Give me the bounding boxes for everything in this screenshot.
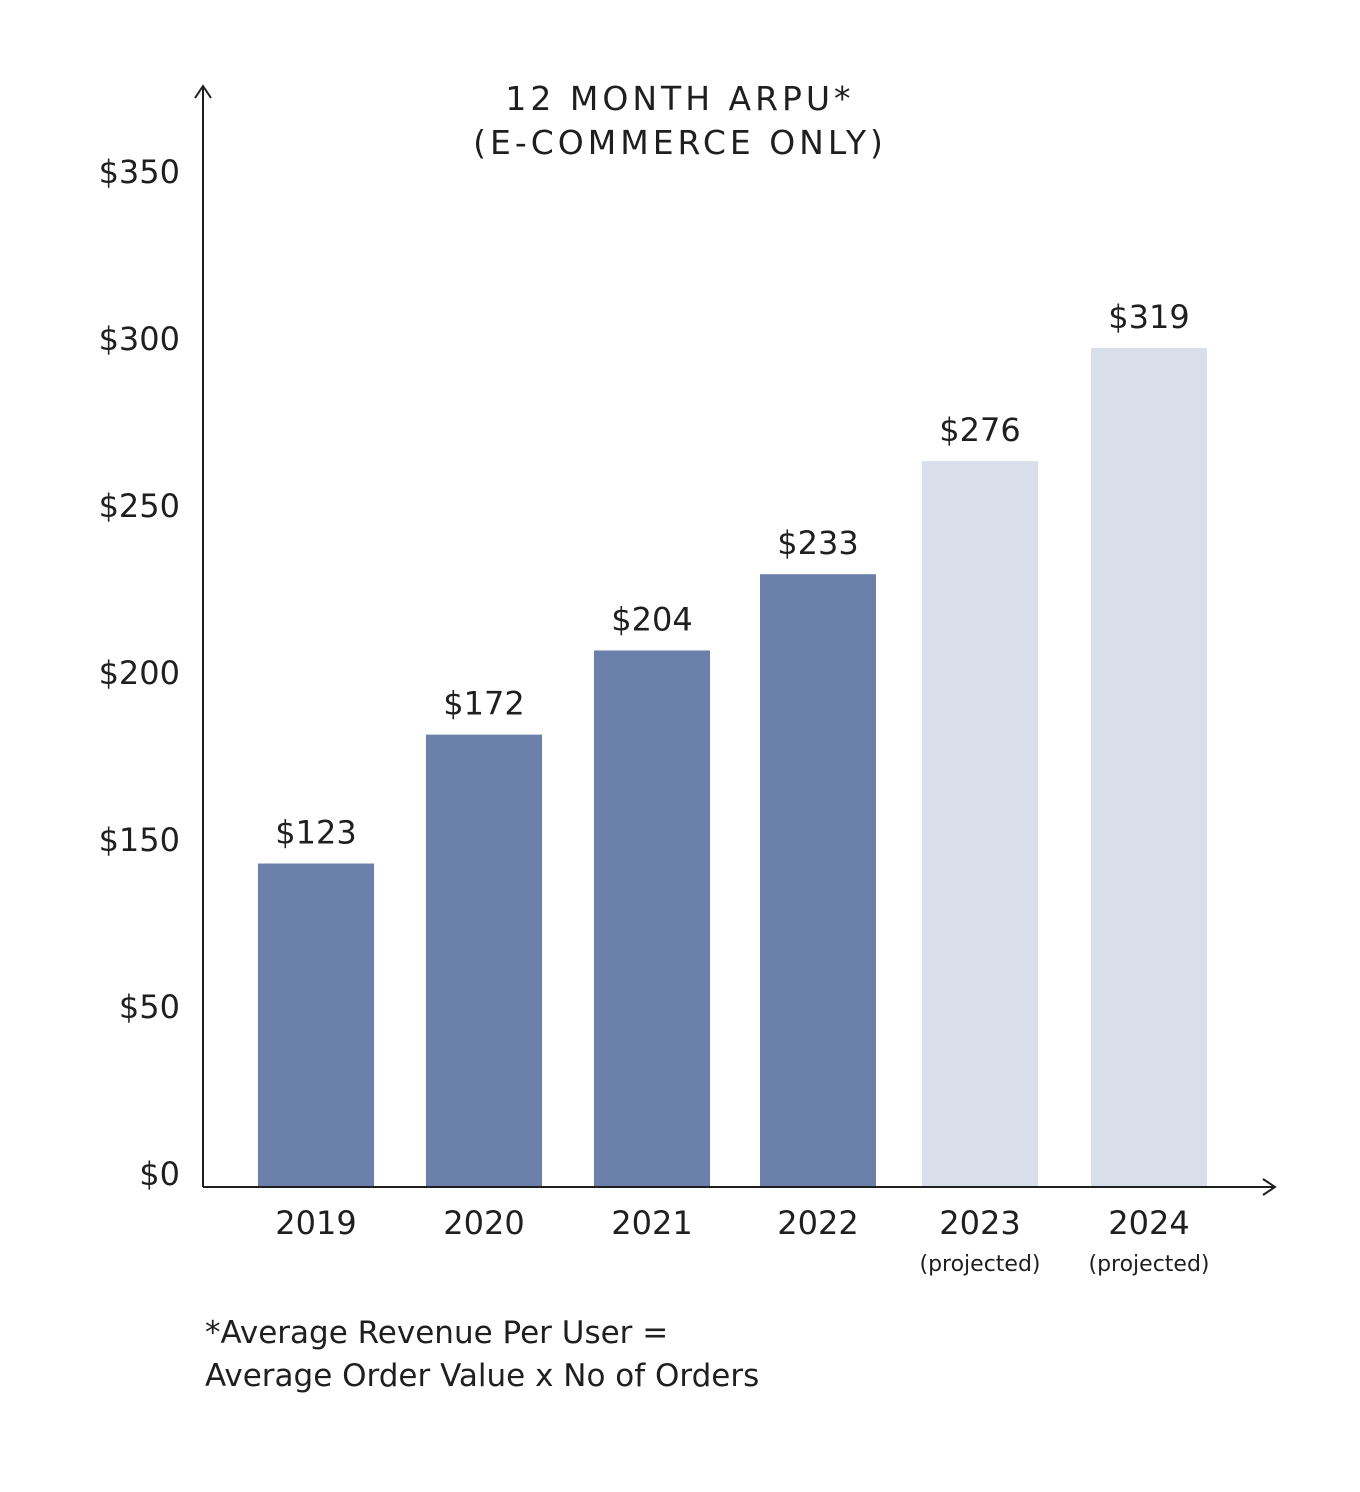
y-tick-label: $350: [99, 153, 180, 191]
y-axis-arrow: [194, 84, 212, 99]
arpu-bar-chart: 12 MONTH ARPU* (E-COMMERCE ONLY) $0 $50 $1…: [99, 79, 1277, 1277]
data-label-2019: $123: [275, 814, 356, 852]
bar-2024: [1091, 348, 1207, 1187]
chart-title-line-2: (E-COMMERCE ONLY): [473, 123, 887, 162]
x-tick-label-2023: 2023: [939, 1204, 1020, 1242]
axes: [194, 84, 1277, 1196]
y-axis-tick-labels: $0 $50 $150 $200 $250 $300 $350: [99, 153, 180, 1193]
bar-2023: [922, 461, 1038, 1187]
chart-title: 12 MONTH ARPU* (E-COMMERCE ONLY): [473, 79, 887, 162]
data-label-2023: $276: [939, 411, 1020, 449]
y-tick-label: $50: [119, 988, 180, 1026]
x-tick-label-2024: 2024: [1108, 1204, 1189, 1242]
data-label-2021: $204: [611, 600, 692, 638]
data-label-2022: $233: [777, 524, 858, 562]
bar-value-labels: $123 $172 $204 $233 $276 $319: [275, 298, 1189, 851]
chart-title-line-1: 12 MONTH ARPU*: [505, 79, 854, 118]
x-tick-label-2020: 2020: [443, 1204, 524, 1242]
bar-2020: [426, 734, 542, 1187]
bars: [258, 348, 1207, 1187]
footnote-line-1: *Average Revenue Per User =: [205, 1315, 669, 1351]
bar-2022: [760, 574, 876, 1187]
footnote: *Average Revenue Per User = Average Orde…: [205, 1312, 1105, 1398]
y-tick-label: $150: [99, 821, 180, 859]
data-label-2020: $172: [443, 685, 524, 723]
y-tick-label: $250: [99, 487, 180, 525]
bar-2021: [594, 650, 710, 1187]
x-tick-label-2021: 2021: [611, 1204, 692, 1242]
x-tick-sublabel-2024: (projected): [1088, 1252, 1209, 1277]
y-tick-label: $200: [99, 654, 180, 692]
x-tick-sublabel-2023: (projected): [919, 1252, 1040, 1277]
y-tick-label: $0: [139, 1155, 180, 1193]
x-axis-tick-labels: 2019 2020 2021 2022 2023 (projected) 2024 (proj…: [275, 1204, 1209, 1277]
footnote-line-2: Average Order Value x No of Orders: [205, 1358, 760, 1394]
x-axis-arrow: [1262, 1178, 1277, 1196]
bar-2019: [258, 863, 374, 1187]
y-tick-label: $300: [99, 320, 180, 358]
data-label-2024: $319: [1108, 298, 1189, 336]
x-tick-label-2022: 2022: [777, 1204, 858, 1242]
x-tick-label-2019: 2019: [275, 1204, 356, 1242]
